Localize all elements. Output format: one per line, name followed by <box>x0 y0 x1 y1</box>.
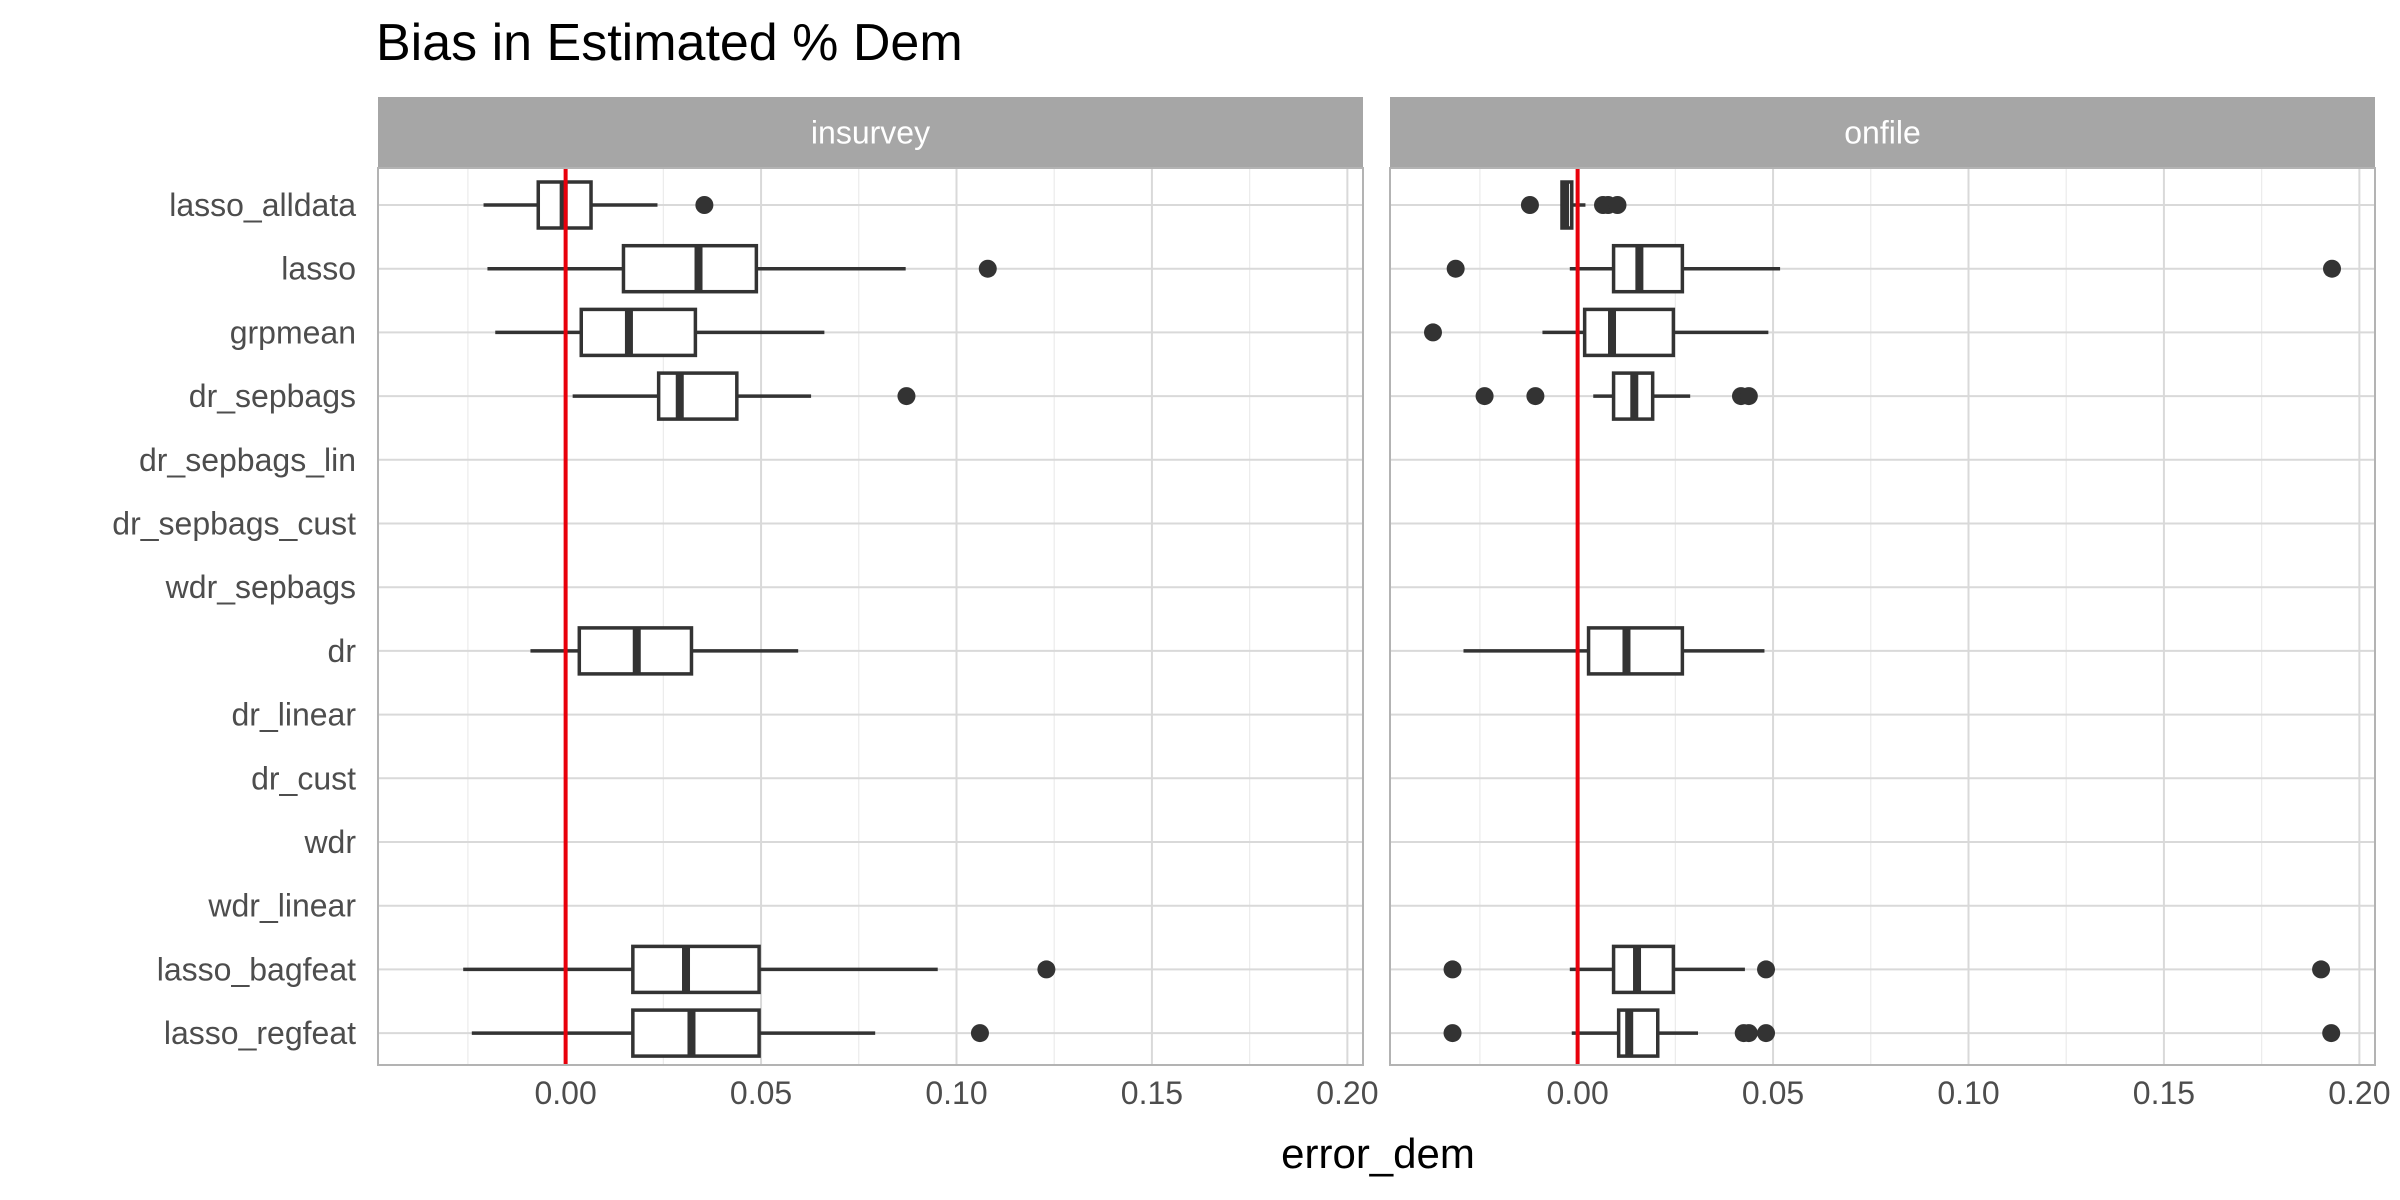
boxplot-dr_sepbags <box>572 371 916 421</box>
x-tick-label: 0.10 <box>925 1075 987 1111</box>
box <box>1586 626 1685 676</box>
outlier-point <box>1037 960 1056 979</box>
facet-strip <box>1390 97 2375 168</box>
x-tick-label: 0.10 <box>1937 1075 1999 1111</box>
box <box>631 944 761 995</box>
outlier-point <box>1608 196 1627 214</box>
outlier-point <box>1739 387 1758 406</box>
panel-border <box>1389 167 2376 1066</box>
boxplot-lasso_regfeat <box>1443 1008 2341 1058</box>
boxplot-dr <box>1463 626 1765 676</box>
boxplot-dr <box>530 626 799 676</box>
outlier-point <box>695 196 714 214</box>
x-tick-label: 0.00 <box>1546 1075 1608 1111</box>
boxplot-lasso_bagfeat <box>463 944 1056 995</box>
outlier-point <box>1443 1024 1462 1043</box>
x-tick-label: 0.05 <box>1742 1075 1804 1111</box>
outlier-point <box>978 259 997 278</box>
boxplot-lasso <box>487 243 997 294</box>
panel-border <box>377 167 1364 1066</box>
y-tick-label: dr <box>328 633 357 669</box>
y-tick-label: dr_linear <box>231 697 356 733</box>
y-tick-label: lasso_regfeat <box>164 1015 356 1051</box>
outlier-point <box>1739 1024 1758 1043</box>
outlier-point <box>2322 1024 2341 1043</box>
y-tick-label: dr_sepbags <box>189 378 356 414</box>
x-tick-label: 0.15 <box>2133 1075 2195 1111</box>
box <box>1582 307 1676 358</box>
y-tick-label: dr_sepbags_lin <box>139 442 356 478</box>
x-axis-label: error_dem <box>1281 1130 1475 1177</box>
outlier-point <box>1757 1024 1776 1043</box>
outlier-point <box>1526 387 1545 406</box>
y-tick-label: grpmean <box>230 314 356 350</box>
box <box>1611 944 1676 995</box>
outlier-point <box>897 387 916 406</box>
boxplot-dr_sepbags <box>1475 371 1758 421</box>
boxplot-grpmean <box>1423 307 1769 358</box>
outlier-point <box>2323 259 2342 278</box>
outlier-point <box>2312 960 2331 979</box>
y-tick-label: dr_cust <box>251 760 356 796</box>
boxplot-lasso <box>1446 243 2342 294</box>
x-tick-label: 0.00 <box>534 1075 596 1111</box>
x-tick-label: 0.05 <box>730 1075 792 1111</box>
box <box>621 243 759 294</box>
outlier-point <box>1423 323 1442 342</box>
boxplot-lasso_regfeat <box>471 1008 989 1058</box>
outlier-point <box>1520 196 1539 214</box>
outlier-point <box>1475 387 1494 406</box>
box <box>579 307 698 358</box>
y-tick-label: lasso_alldata <box>169 187 356 223</box>
outlier-point <box>1446 259 1465 278</box>
panels: insurvey 0.00 0.05 0.10 0.15 0.20 onfile 0.00 0.… <box>377 97 2391 1111</box>
outlier-point <box>1757 960 1776 979</box>
box <box>631 1008 761 1058</box>
panel-insurvey: insurvey 0.00 0.05 0.10 0.15 0.20 <box>377 97 1379 1111</box>
panel-onfile: onfile 0.00 0.05 0.10 0.15 0.20 <box>1389 97 2391 1111</box>
facet-strip-label: insurvey <box>811 115 930 151</box>
box <box>1611 243 1685 294</box>
boxplot-lasso_bagfeat <box>1443 944 2331 995</box>
boxplot-lasso_alldata <box>1520 180 1627 230</box>
chart-title: Bias in Estimated % Dem <box>376 14 963 72</box>
facet-strip <box>378 97 1363 168</box>
y-tick-label: dr_sepbags_cust <box>112 506 356 542</box>
y-tick-label: lasso_bagfeat <box>157 951 356 987</box>
x-tick-label: 0.20 <box>1316 1075 1378 1111</box>
y-tick-label: wdr_linear <box>207 888 356 924</box>
box <box>1616 1008 1660 1058</box>
x-tick-label: 0.20 <box>2328 1075 2390 1111</box>
y-tick-label: wdr <box>303 824 356 860</box>
outlier-point <box>970 1024 989 1043</box>
box <box>656 371 739 421</box>
x-tick-label: 0.15 <box>1121 1075 1183 1111</box>
y-tick-label: wdr_sepbags <box>165 569 356 605</box>
boxplot-grpmean <box>495 307 825 358</box>
y-tick-label: lasso <box>281 251 356 287</box>
facet-strip-label: onfile <box>1844 115 1921 151</box>
outlier-point <box>1443 960 1462 979</box>
